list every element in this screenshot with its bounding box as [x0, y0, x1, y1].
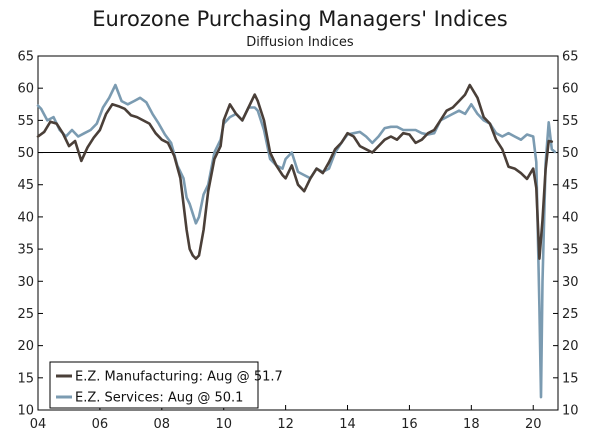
y-tick-label-right: 45 — [562, 178, 579, 193]
x-tick-label: 04 — [30, 417, 47, 432]
y-tick-label-right: 35 — [562, 243, 579, 258]
y-tick-label-left: 35 — [17, 243, 34, 258]
chart-title: Eurozone Purchasing Managers' Indices — [92, 7, 507, 31]
series-line-manufacturing — [36, 83, 554, 260]
y-tick-label-left: 15 — [17, 371, 34, 386]
y-tick-label-left: 30 — [17, 275, 34, 290]
x-axis: 04 06 08 10 12 14 16 18 20 — [30, 405, 542, 432]
y-tick-label-left: 65 — [17, 50, 34, 65]
y-tick-label-right: 30 — [562, 275, 579, 290]
y-tick-label-left: 60 — [17, 82, 34, 97]
y-tick-label-right: 40 — [562, 210, 579, 225]
series-line-services — [36, 83, 557, 399]
y-tick-label-right: 20 — [562, 339, 579, 354]
legend-box — [49, 361, 259, 409]
y-tick-label-right: 65 — [562, 50, 579, 65]
legend-label-services: E.Z. Services: Aug @ 50.1 — [75, 391, 243, 406]
x-tick-label: 20 — [525, 417, 542, 432]
y-tick-label-left: 10 — [17, 404, 34, 419]
x-tick-label: 14 — [339, 417, 356, 432]
x-tick-label: 16 — [401, 417, 418, 432]
y-tick-label-left: 55 — [17, 114, 34, 129]
x-tick-label: 10 — [215, 417, 232, 432]
legend: E.Z. Manufacturing: Aug @ 51.7 E.Z. Serv… — [49, 361, 283, 409]
y-axis-right: 10 15 20 25 30 35 40 45 50 55 60 65 — [553, 50, 579, 419]
legend-label-manufacturing: E.Z. Manufacturing: Aug @ 51.7 — [75, 370, 283, 385]
y-axis-left: 10 15 20 25 30 35 40 45 50 55 60 65 — [17, 50, 43, 419]
x-tick-label: 08 — [154, 417, 171, 432]
y-tick-label-left: 50 — [17, 146, 34, 161]
y-tick-label-left: 20 — [17, 339, 34, 354]
y-tick-label-right: 60 — [562, 82, 579, 97]
x-tick-label: 06 — [92, 417, 109, 432]
x-tick-label: 18 — [463, 417, 480, 432]
y-tick-label-right: 50 — [562, 146, 579, 161]
y-tick-label-left: 25 — [17, 307, 34, 322]
y-tick-label-right: 15 — [562, 371, 579, 386]
y-tick-label-left: 45 — [17, 178, 34, 193]
x-tick-label: 12 — [277, 417, 294, 432]
y-tick-label-right: 10 — [562, 404, 579, 419]
plot-area — [37, 55, 559, 411]
series-lines — [36, 83, 557, 399]
y-tick-label-right: 25 — [562, 307, 579, 322]
y-tick-label-right: 55 — [562, 114, 579, 129]
chart-subtitle: Diffusion Indices — [246, 35, 354, 50]
y-tick-label-left: 40 — [17, 210, 34, 225]
